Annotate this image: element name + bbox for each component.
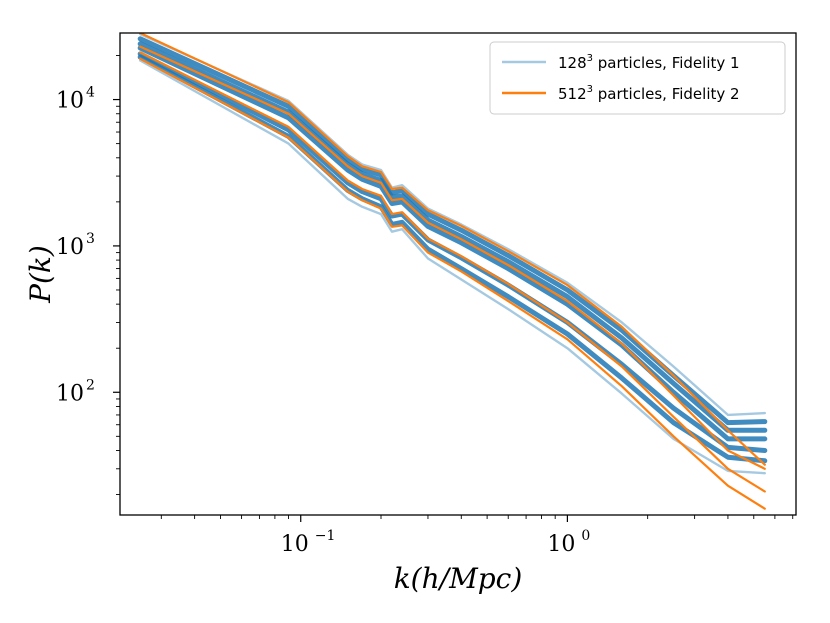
series-layer: [137, 33, 768, 510]
series-line-5: [137, 54, 768, 464]
x-tick-exponent: 0: [581, 528, 590, 544]
y-tick-exponent: 4: [86, 85, 95, 101]
series-line-0: [139, 33, 766, 417]
ticks-layer: [113, 55, 794, 522]
legend-label-1: 5123 particles, Fidelity 2: [558, 84, 740, 103]
plot-frame: [119, 32, 797, 516]
x-axis-label: k(h/Mpc): [394, 562, 523, 595]
series-line-2: [137, 41, 768, 433]
x-tick-label: 10: [281, 532, 309, 557]
y-tick-label: 10: [56, 89, 84, 114]
series-line-8: [139, 45, 766, 470]
series-line-7: [139, 33, 766, 466]
legend: 1283 particles, Fidelity 1 5123 particles…: [489, 41, 786, 115]
series-line-6: [139, 59, 766, 475]
y-axis-label: P(k): [24, 245, 57, 304]
y-tick-label: 10: [56, 381, 84, 406]
series-line-10: [139, 57, 766, 510]
x-tick-exponent: −1: [315, 528, 336, 544]
series-line-3: [137, 45, 768, 442]
y-tick-exponent: 3: [86, 231, 95, 247]
y-tick-label: 10: [56, 235, 84, 260]
y-tick-exponent: 2: [86, 377, 95, 393]
labels-layer: 10 −1 10 010 210 310 4k(h/Mpc)P(k): [24, 85, 590, 595]
series-line-9: [139, 51, 766, 493]
legend-label-0: 1283 particles, Fidelity 1: [558, 53, 740, 72]
x-tick-label: 10: [547, 532, 575, 557]
legend-box: [489, 41, 786, 115]
